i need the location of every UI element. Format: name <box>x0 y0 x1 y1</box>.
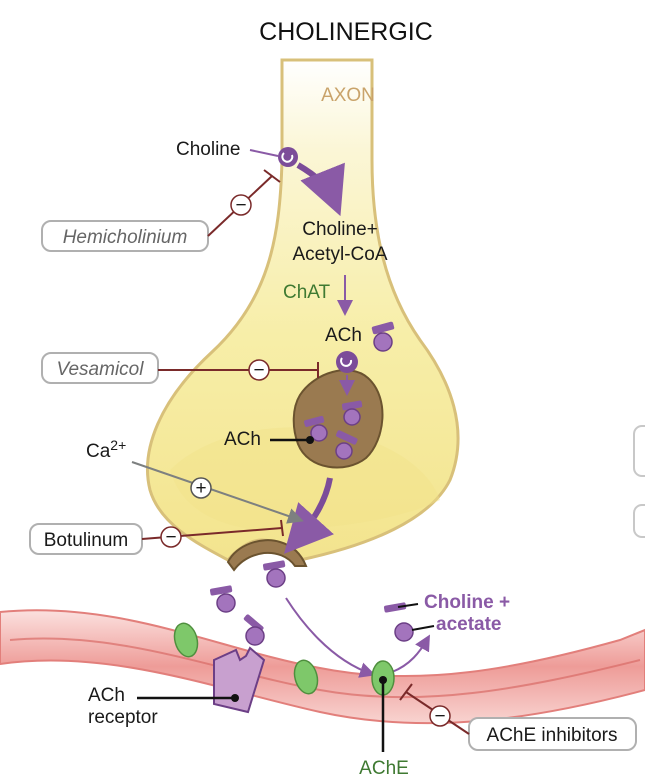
minus-sign <box>230 194 252 216</box>
axon-label: AXON <box>321 85 375 106</box>
released-ach-3 <box>243 614 265 646</box>
ach-molecule <box>371 321 395 352</box>
svg-text:+: + <box>195 478 206 499</box>
calcium-label: Ca2+ <box>86 437 126 462</box>
vesamicol-box <box>41 352 159 384</box>
ach-label-top: ACh <box>325 325 362 346</box>
exocytosis-arrow <box>283 477 334 554</box>
vesamicol-label: Vesamicol <box>57 359 145 380</box>
ache-enzyme <box>173 622 199 658</box>
svg-text:−: − <box>434 706 445 727</box>
chat-label: ChAT <box>283 282 331 303</box>
released-ach-2 <box>209 585 236 613</box>
cropped-box <box>633 504 645 538</box>
choline-product <box>383 602 407 613</box>
ache-enzyme <box>293 659 319 695</box>
choline-transporter <box>278 147 298 167</box>
choline-acetate-label-2: acetate <box>436 614 502 635</box>
acetate-product <box>394 622 414 642</box>
choline-acetylcoa-label-1: Choline+ <box>302 219 378 240</box>
ache-label: AChE <box>359 758 409 779</box>
choline-acetylcoa-label-2: Acetyl-CoA <box>292 244 387 265</box>
hemicholinium-label: Hemicholinium <box>63 227 188 248</box>
botulinum-label: Botulinum <box>44 530 129 551</box>
ach-receptor <box>213 646 266 714</box>
ach-label-vesicle: ACh <box>224 429 261 450</box>
released-ach-1 <box>262 560 286 588</box>
svg-text:−: − <box>235 195 246 216</box>
ach-receptor-label-2: receptor <box>88 707 158 728</box>
minus-sign <box>248 359 270 381</box>
minus-sign <box>160 526 182 548</box>
postsynaptic-membrane <box>0 609 645 725</box>
minus-sign <box>429 705 451 727</box>
choline-acetate-label-1: Choline + <box>424 592 510 613</box>
choline-label: Choline <box>176 139 240 160</box>
svg-text:−: − <box>253 360 264 381</box>
choline-uptake-arrow <box>296 162 345 217</box>
ach-in-vesicle-2 <box>304 415 328 442</box>
vesicular-transporter <box>336 351 358 373</box>
ach-in-vesicle-1 <box>341 400 363 426</box>
ach-in-vesicle-3 <box>335 430 358 460</box>
diagram-title: CHOLINERGIC <box>259 18 433 46</box>
cropped-box <box>633 425 645 477</box>
plus-sign <box>190 477 212 499</box>
ache-inhibitors-label: AChE inhibitors <box>487 725 618 746</box>
ach-receptor-label-1: ACh <box>88 685 125 706</box>
svg-text:−: − <box>165 527 176 548</box>
